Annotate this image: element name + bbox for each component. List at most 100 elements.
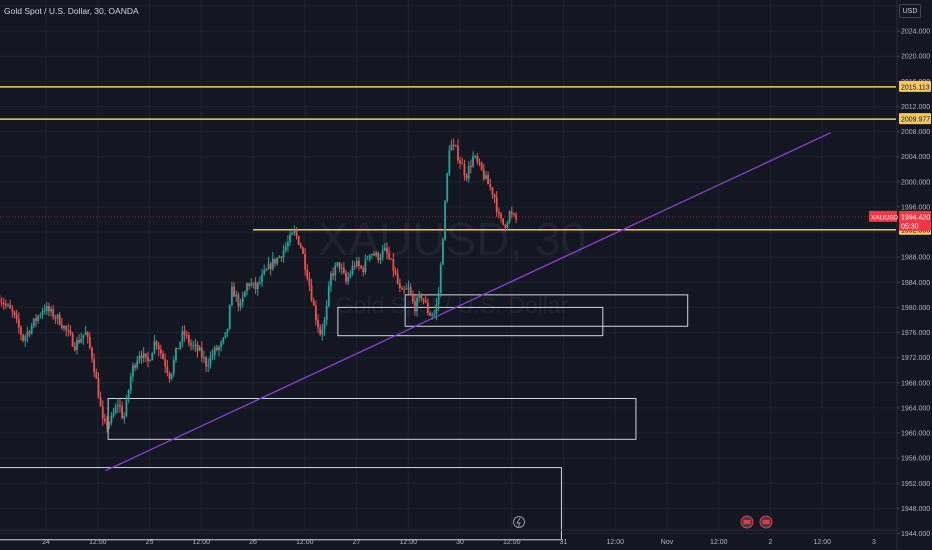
horizontal-levels[interactable] <box>0 86 896 231</box>
candle-body <box>93 358 96 373</box>
price-axis[interactable]: 2024.0002020.0002016.0002012.0002008.000… <box>896 0 930 550</box>
candle-body <box>243 291 246 298</box>
candle-body <box>50 308 52 312</box>
candle-body <box>131 365 134 377</box>
economic-event-icon[interactable] <box>759 515 773 529</box>
candle-body <box>211 355 214 357</box>
event-icons[interactable] <box>513 515 773 529</box>
flash-event-icon[interactable] <box>513 516 525 528</box>
candle-body <box>368 254 371 259</box>
candle-body <box>403 289 406 291</box>
zone-box[interactable] <box>0 467 562 541</box>
trendline-layer[interactable] <box>105 132 831 472</box>
price-axis-label: 1964.000 <box>901 405 930 412</box>
candle-body <box>327 286 330 306</box>
candle-body <box>205 357 207 367</box>
candle-body <box>355 260 358 267</box>
candle-body <box>383 247 386 251</box>
candle-body <box>254 282 257 290</box>
candle-body <box>332 273 335 276</box>
candle-body <box>276 258 279 264</box>
time-axis-label: 30 <box>456 539 464 546</box>
candle-body <box>215 347 218 351</box>
candle-body <box>239 302 242 307</box>
candle-body <box>366 258 369 260</box>
time-axis-label: 12:00 <box>503 539 521 546</box>
candle-body <box>192 345 195 347</box>
zone-box[interactable] <box>107 397 637 440</box>
time-axis[interactable]: 24 12:00 25 12:00 26 12:00 27 12:00 30 12:00 31 12:… <box>0 529 897 546</box>
candle-body <box>411 294 414 302</box>
candle-body <box>78 340 80 343</box>
candle-body <box>405 288 408 290</box>
candle-body <box>24 336 27 341</box>
candle-body <box>497 212 500 214</box>
candle-body <box>123 415 126 419</box>
candle-body <box>420 294 423 299</box>
candle-body <box>282 250 285 258</box>
price-axis-label: 2000.000 <box>901 179 930 186</box>
candle-body <box>9 304 12 309</box>
candle-body <box>69 330 72 334</box>
candle-body <box>306 269 309 279</box>
candle-body <box>65 326 68 331</box>
candle-body <box>349 273 352 278</box>
candle-body <box>142 353 145 359</box>
candle-body <box>416 297 418 312</box>
candle-body <box>461 163 464 165</box>
candle-body <box>364 258 367 272</box>
candle-body <box>491 187 494 195</box>
candle-body <box>246 283 248 292</box>
candle-body <box>280 256 283 258</box>
candle-body <box>125 398 128 416</box>
currency-button[interactable]: USD <box>899 4 921 18</box>
candle-body <box>442 239 444 265</box>
candle-body <box>278 256 281 259</box>
candle-body <box>457 145 459 161</box>
candle-body <box>121 406 124 419</box>
candle-body <box>237 294 240 307</box>
candle-body <box>86 332 89 337</box>
economic-event-icon[interactable] <box>740 515 754 529</box>
candle-body <box>32 318 35 326</box>
candle-body <box>482 169 485 179</box>
candle-body <box>71 333 74 347</box>
candle-body <box>138 355 141 361</box>
candle-body <box>347 277 350 282</box>
zone-box[interactable] <box>337 306 604 337</box>
candle-body <box>129 376 132 391</box>
candle-body <box>200 347 203 358</box>
candle-body <box>429 312 431 316</box>
candle-body <box>321 329 324 335</box>
price-axis-label: 2008.000 <box>901 129 930 136</box>
candle-body <box>119 404 121 407</box>
candle-body <box>136 360 139 368</box>
candle-body <box>319 327 322 335</box>
time-axis-label: 12:00 <box>813 539 831 546</box>
price-axis-label: 1944.000 <box>901 531 930 538</box>
candle-body <box>448 150 451 174</box>
price-axis-label: 1948.000 <box>901 506 930 513</box>
candle-body <box>252 282 255 284</box>
candle-body <box>231 286 233 306</box>
time-axis-label: 24 <box>42 539 50 546</box>
candle-body <box>323 320 326 330</box>
candle-body <box>422 298 425 301</box>
candle-body <box>469 166 472 168</box>
candle-body <box>203 357 205 359</box>
current-symbol-label: XAUUSD <box>871 214 898 221</box>
trendline[interactable] <box>105 132 831 472</box>
candle-body <box>435 304 438 314</box>
zone-boxes[interactable] <box>0 294 689 541</box>
candle-body <box>218 346 220 351</box>
candle-body <box>250 283 253 286</box>
watermark-ticker: XAUUSD, 30 <box>318 213 586 265</box>
candle-body <box>91 347 93 359</box>
candle-body <box>373 253 375 256</box>
zone-box[interactable] <box>404 294 689 327</box>
candle-body <box>431 315 434 317</box>
candle-body <box>149 360 152 362</box>
candle-body <box>418 294 421 298</box>
